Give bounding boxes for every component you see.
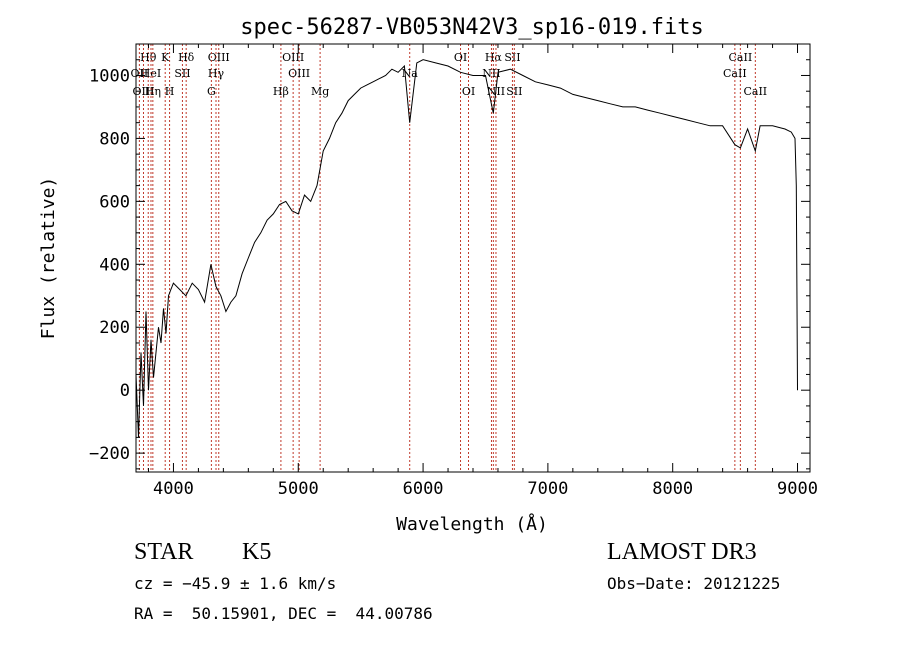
survey-name: LAMOST DR3 <box>607 539 757 565</box>
line-marker-label: Hθ <box>140 51 157 64</box>
line-marker-label: Mg <box>311 85 329 98</box>
line-marker-label: CaII <box>729 51 753 64</box>
line-marker-label: HeI <box>141 67 161 80</box>
line-marker-label: OI <box>462 85 475 98</box>
x-tick-label: 9000 <box>777 479 818 499</box>
y-tick-label: 200 <box>99 318 130 338</box>
x-tick-label: 7000 <box>527 479 568 499</box>
line-marker-label: OIII <box>208 51 230 64</box>
line-marker-label: SII <box>506 85 522 98</box>
y-tick-label: 400 <box>99 255 130 275</box>
line-marker-label: Hγ <box>208 67 225 80</box>
x-tick-label: 5000 <box>278 479 319 499</box>
y-tick-label: 1000 <box>89 66 130 86</box>
line-marker-label: OIII <box>288 67 310 80</box>
y-tick-label: −200 <box>89 444 130 464</box>
line-marker-label: K <box>161 51 170 64</box>
line-marker-label: G <box>207 85 216 98</box>
line-marker-label: Hη <box>145 85 161 98</box>
x-axis-label: Wavelength (Å) <box>396 513 548 535</box>
line-marker-label: H <box>165 85 175 98</box>
coordinates-readout: RA = 50.15901, DEC = 44.00786 <box>134 604 433 623</box>
object-subclass: K5 <box>242 539 272 565</box>
object-class: STAR <box>134 539 194 565</box>
line-marker-label: OIII <box>132 85 154 98</box>
y-tick-label: 0 <box>120 381 130 401</box>
plot-frame <box>135 43 811 473</box>
x-tick-label: 8000 <box>652 479 693 499</box>
line-marker-label: OIII <box>282 51 304 64</box>
x-tick-label: 4000 <box>153 479 194 499</box>
line-marker-label: CaII <box>723 67 747 80</box>
line-marker-label: Hδ <box>178 51 195 64</box>
line-marker-label: OI <box>454 51 467 64</box>
line-marker-label: Hα <box>485 51 503 64</box>
y-tick-label: 600 <box>99 192 130 212</box>
line-marker-label: CaII <box>743 85 767 98</box>
obs-date: Obs−Date: 20121225 <box>607 574 781 593</box>
redshift-readout: cz = −45.9 ± 1.6 km/s <box>134 574 337 593</box>
axes: 4000 5000 6000 7000 8000 9000 −200 0 200 400 600 80… <box>89 44 818 499</box>
y-tick-label: 800 <box>99 129 130 149</box>
line-marker-label: SII <box>174 67 190 80</box>
x-tick-label: 6000 <box>403 479 444 499</box>
chart-title: spec-56287-VB053N42V3_sp16-019.fits <box>240 15 704 40</box>
line-marker-label: Hβ <box>273 85 289 98</box>
y-axis-label: Flux (relative) <box>38 177 59 340</box>
flux-series-line <box>135 59 798 438</box>
line-marker-label: SII <box>504 51 520 64</box>
